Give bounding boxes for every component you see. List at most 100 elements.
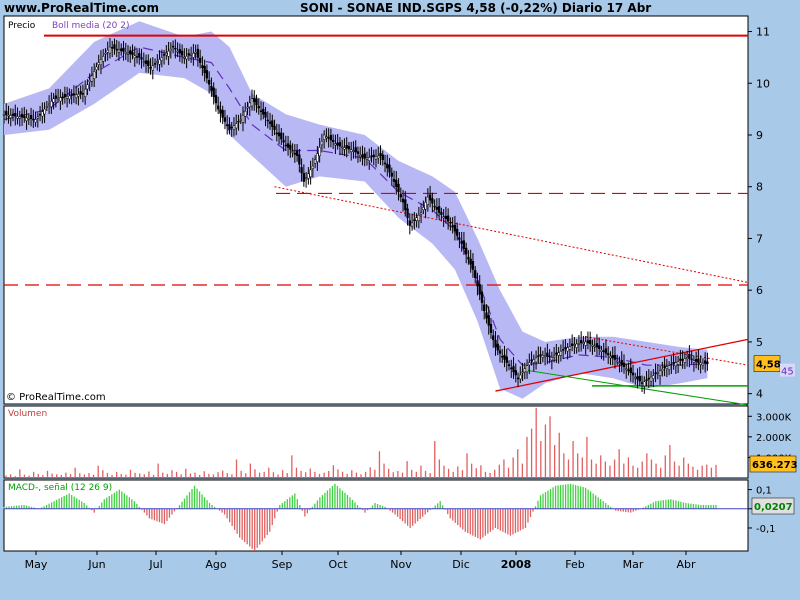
candle-body xyxy=(86,84,89,90)
candle-body xyxy=(25,117,28,121)
candle-body xyxy=(528,362,531,366)
candle-body xyxy=(688,354,691,359)
candle-body xyxy=(322,134,326,140)
candle-body xyxy=(399,193,402,198)
candle-body xyxy=(36,116,39,119)
x-tick-label: 2008 xyxy=(501,558,532,571)
watermark: © ProRealTime.com xyxy=(6,392,106,403)
candle-body xyxy=(408,220,411,226)
candle-body xyxy=(165,52,168,56)
candle-body xyxy=(117,49,121,53)
candle-body xyxy=(201,65,204,68)
candle-body xyxy=(440,212,443,215)
candle-body xyxy=(45,106,48,108)
candle-body xyxy=(444,215,448,220)
candle-body xyxy=(241,115,245,123)
candle-body xyxy=(584,341,587,346)
candle-body xyxy=(618,362,621,364)
candle-body xyxy=(654,372,657,375)
candle-body xyxy=(84,88,87,97)
macd-badge-label: 0,0207 xyxy=(754,502,793,513)
candle-body xyxy=(214,95,218,104)
candle-body xyxy=(595,343,599,348)
candle-body xyxy=(392,179,396,182)
price-tick-label: 8 xyxy=(756,181,763,194)
candle-body xyxy=(593,345,596,348)
candle-body xyxy=(480,291,484,303)
candle-body xyxy=(217,105,220,110)
candle-body xyxy=(291,151,294,153)
candle-body xyxy=(320,140,324,146)
candle-body xyxy=(208,79,211,85)
candle-body xyxy=(685,357,689,360)
candle-body xyxy=(264,111,267,118)
site-label: www.ProRealTime.com xyxy=(4,1,159,15)
candle-body xyxy=(187,53,191,56)
candle-body xyxy=(72,93,76,96)
candle-body xyxy=(670,363,673,366)
candle-body xyxy=(70,93,73,96)
macd-badge xyxy=(751,497,795,515)
candle-body xyxy=(645,379,648,382)
x-tick-label: May xyxy=(25,558,48,571)
candle-body xyxy=(419,212,423,215)
candle-body xyxy=(586,340,590,344)
candle-body xyxy=(631,372,635,376)
candle-body xyxy=(451,225,454,228)
candle-body xyxy=(167,50,170,57)
candle-body xyxy=(478,284,481,295)
candle-body xyxy=(194,51,197,54)
candle-body xyxy=(401,198,405,203)
candle-body xyxy=(577,343,581,345)
candle-body xyxy=(368,157,371,161)
candle-body xyxy=(462,240,466,250)
price-tick-label: 9 xyxy=(756,129,763,142)
candle-body xyxy=(307,173,310,179)
candle-body xyxy=(523,368,526,373)
candle-body xyxy=(11,113,15,117)
candle-body xyxy=(503,354,506,360)
candle-body xyxy=(156,61,159,63)
candle-body xyxy=(74,94,78,99)
candle-body xyxy=(433,205,436,208)
candle-body xyxy=(397,183,400,193)
bollinger-label: Boll media (20 2) xyxy=(52,21,130,31)
candle-body xyxy=(557,352,560,356)
candle-body xyxy=(543,355,547,358)
candle-body xyxy=(694,359,698,362)
candle-body xyxy=(104,52,107,55)
volume-tick-label: 3.000K xyxy=(756,412,792,423)
candle-body xyxy=(309,169,312,178)
candle-body xyxy=(293,153,296,155)
candle-body xyxy=(453,224,457,232)
candle-body xyxy=(142,61,145,63)
candle-body xyxy=(476,280,479,287)
boll-badge-label: 45 xyxy=(781,367,794,378)
candle-body xyxy=(77,94,80,97)
candle-body xyxy=(701,362,705,366)
trend-line xyxy=(274,186,749,283)
candle-body xyxy=(704,360,707,364)
candle-body xyxy=(160,57,163,61)
candle-body xyxy=(219,109,222,114)
price-tick-label: 4 xyxy=(756,388,763,401)
candle-body xyxy=(573,344,576,346)
macd-tick-label: -0,1 xyxy=(756,524,776,535)
candle-body xyxy=(95,66,98,70)
candle-body xyxy=(151,65,154,71)
candle-body xyxy=(667,365,671,370)
candle-body xyxy=(144,60,148,64)
candle-body xyxy=(613,354,617,360)
candle-body xyxy=(61,96,64,99)
x-tick-label: Sep xyxy=(272,558,293,571)
candle-body xyxy=(424,201,427,210)
candle-body xyxy=(634,376,637,379)
candle-body xyxy=(140,57,143,60)
candle-body xyxy=(102,56,105,62)
candle-body xyxy=(133,55,136,58)
candle-body xyxy=(248,102,251,108)
candle-body xyxy=(54,95,58,99)
candle-body xyxy=(135,56,139,58)
candle-body xyxy=(539,354,542,356)
